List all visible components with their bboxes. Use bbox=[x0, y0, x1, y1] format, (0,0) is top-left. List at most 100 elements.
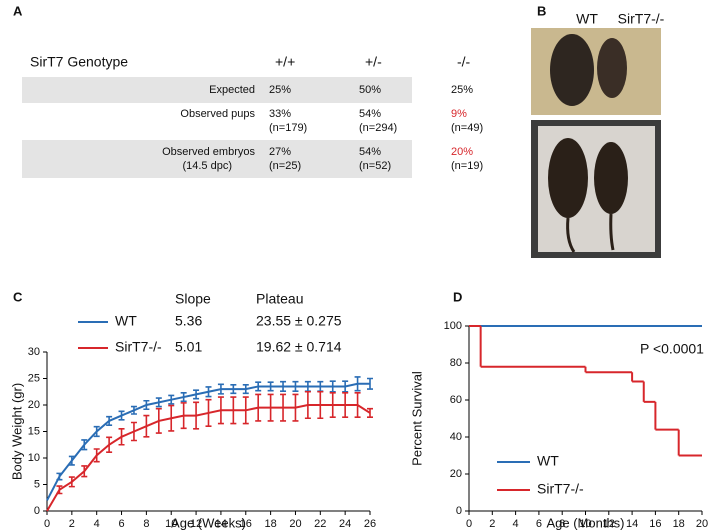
panel-label: B bbox=[537, 3, 546, 18]
legend-label: WT bbox=[537, 453, 559, 469]
x-tick-label: 4 bbox=[94, 518, 100, 530]
cell-value: 20% bbox=[451, 146, 473, 158]
table-header: +/+ bbox=[275, 54, 295, 70]
y-tick-label: 60 bbox=[450, 394, 462, 406]
y-tick-label: 20 bbox=[28, 399, 40, 411]
row-band bbox=[22, 140, 412, 178]
error-bar bbox=[143, 414, 150, 438]
x-tick-label: 16 bbox=[240, 518, 252, 530]
y-axis-title: Body Weight (gr) bbox=[9, 383, 24, 480]
error-bar bbox=[168, 404, 175, 432]
error-bar bbox=[280, 393, 287, 422]
error-bar bbox=[255, 393, 262, 422]
error-bar bbox=[230, 396, 237, 425]
photo bbox=[531, 28, 661, 258]
x-axis-title: Age (Months) bbox=[546, 515, 624, 530]
cell-count: (n=52) bbox=[359, 160, 391, 172]
x-tick-label: 12 bbox=[603, 518, 615, 530]
error-bar bbox=[354, 392, 361, 418]
error-bar bbox=[93, 425, 100, 438]
row-sublabel: (14.5 dpc) bbox=[182, 160, 232, 172]
cell-value: 25% bbox=[451, 84, 473, 96]
cell-value: 27% bbox=[269, 146, 291, 158]
y-tick-label: 40 bbox=[450, 431, 462, 443]
error-bar bbox=[68, 455, 75, 466]
error-bar bbox=[93, 448, 100, 463]
error-bar bbox=[317, 390, 324, 420]
error-bar bbox=[329, 380, 336, 393]
cell-count: (n=25) bbox=[269, 160, 301, 172]
x-tick-label: 10 bbox=[165, 518, 177, 530]
error-bar bbox=[342, 392, 349, 418]
cell-count: (n=49) bbox=[451, 122, 483, 134]
x-tick-label: 16 bbox=[649, 518, 661, 530]
error-bar bbox=[267, 381, 274, 392]
error-bar bbox=[267, 393, 274, 422]
error-bar bbox=[130, 405, 137, 415]
stat-slope: 5.36 bbox=[175, 313, 202, 329]
legend-label: SirT7-/- bbox=[537, 481, 584, 497]
error-bar bbox=[56, 485, 63, 495]
x-tick-label: 14 bbox=[626, 518, 638, 530]
panel-label: A bbox=[13, 3, 23, 18]
x-tick-label: 6 bbox=[536, 518, 542, 530]
x-tick-label: 2 bbox=[489, 518, 495, 530]
panel-label: C bbox=[13, 289, 23, 304]
error-bar bbox=[180, 402, 187, 430]
error-bar bbox=[230, 384, 237, 395]
cell-value: 9% bbox=[451, 108, 467, 120]
error-bar bbox=[217, 383, 224, 395]
table-header: +/- bbox=[365, 54, 382, 70]
error-bar bbox=[205, 398, 212, 427]
error-bar bbox=[292, 393, 299, 422]
x-tick-label: 0 bbox=[466, 518, 472, 530]
error-bar bbox=[155, 407, 162, 434]
error-bar bbox=[56, 472, 63, 481]
error-bar bbox=[118, 428, 125, 446]
y-tick-label: 15 bbox=[28, 425, 40, 437]
cell-value: 50% bbox=[359, 84, 381, 96]
cell-count: (n=19) bbox=[451, 160, 483, 172]
error-bar bbox=[155, 397, 162, 408]
y-tick-label: 10 bbox=[28, 452, 40, 464]
x-tick-label: 10 bbox=[579, 518, 591, 530]
error-bar bbox=[81, 465, 88, 478]
cell-value: 54% bbox=[359, 108, 381, 120]
x-tick-label: 20 bbox=[289, 518, 301, 530]
y-tick-label: 5 bbox=[34, 478, 40, 490]
error-bar bbox=[242, 396, 249, 425]
y-axis-title: Percent Survival bbox=[409, 371, 424, 466]
stats-header: Plateau bbox=[256, 291, 303, 307]
error-bar bbox=[205, 386, 212, 398]
y-tick-label: 25 bbox=[28, 372, 40, 384]
error-bar bbox=[130, 421, 137, 442]
row-band bbox=[22, 77, 412, 103]
x-tick-label: 6 bbox=[118, 518, 124, 530]
x-axis-title: Age (Weeks) bbox=[171, 515, 246, 530]
table-header: -/- bbox=[457, 54, 471, 70]
error-bar bbox=[329, 392, 336, 418]
error-bar bbox=[280, 380, 287, 393]
x-tick-label: 4 bbox=[513, 518, 519, 530]
error-bar bbox=[242, 384, 249, 395]
cell-value: 54% bbox=[359, 146, 381, 158]
y-tick-label: 100 bbox=[444, 320, 462, 332]
error-bar bbox=[193, 401, 200, 430]
x-tick-label: 12 bbox=[190, 518, 202, 530]
error-bar bbox=[367, 377, 373, 390]
annotation: P <0.0001 bbox=[640, 341, 704, 357]
error-bar bbox=[193, 389, 200, 400]
cell-count: (n=179) bbox=[269, 122, 307, 134]
photo-label: WT bbox=[576, 11, 598, 27]
cell-value: 25% bbox=[269, 84, 291, 96]
error-bar bbox=[304, 390, 311, 420]
error-bar bbox=[106, 436, 113, 453]
photo-label: SirT7-/- bbox=[618, 11, 665, 27]
row-label: Expected bbox=[209, 84, 255, 96]
y-tick-label: 0 bbox=[456, 505, 462, 517]
x-tick-label: 26 bbox=[364, 518, 376, 530]
x-tick-label: 18 bbox=[264, 518, 276, 530]
error-bar bbox=[354, 376, 361, 392]
x-tick-label: 0 bbox=[44, 518, 50, 530]
